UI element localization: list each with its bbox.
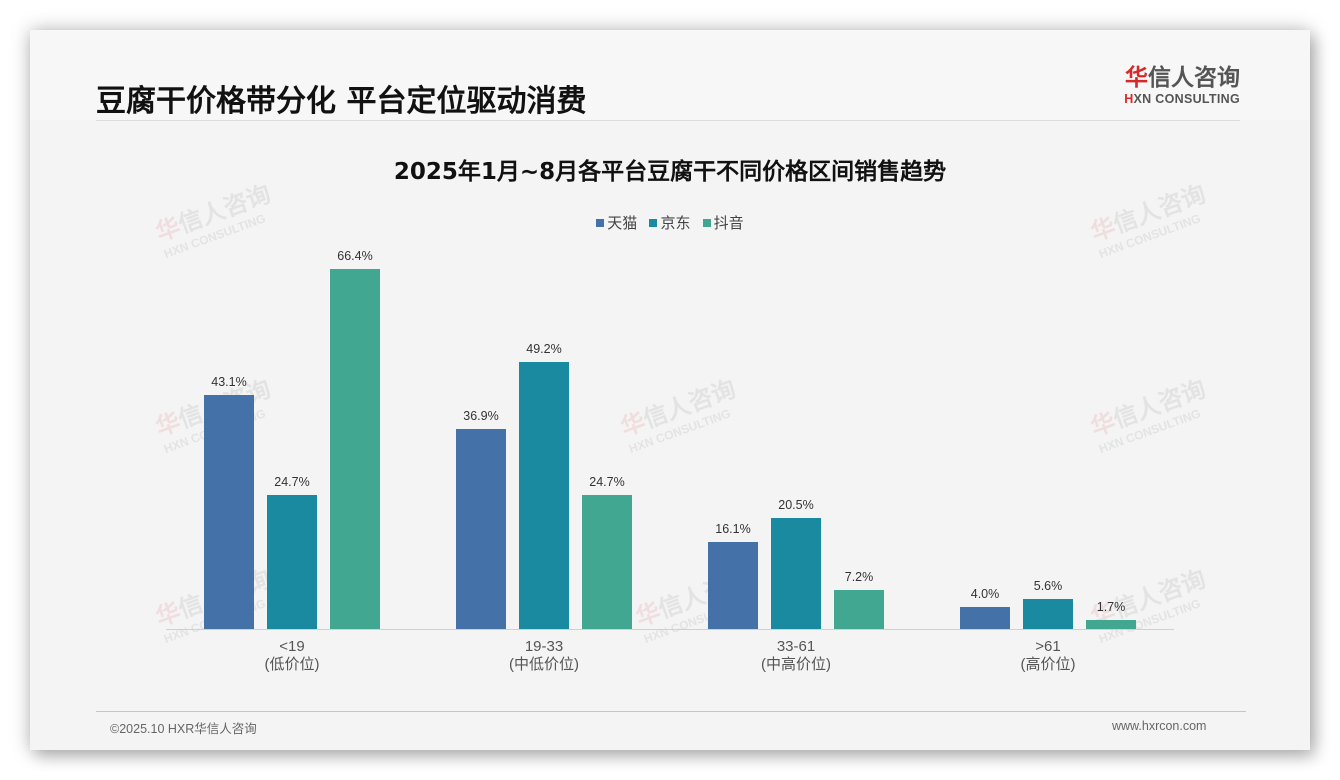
- bar-value-label: 43.1%: [211, 375, 247, 389]
- bar-value-label: 20.5%: [778, 498, 814, 512]
- bar-douyin-0: [330, 269, 380, 629]
- legend-swatch-icon: [649, 218, 658, 227]
- legend-item-tmall: 天猫: [596, 212, 637, 233]
- logo-english: HXN CONSULTING: [1124, 92, 1240, 106]
- category-range: >61: [1035, 638, 1061, 655]
- brand-logo: 华信人咨询 HXN CONSULTING: [1110, 64, 1240, 106]
- category-range: 33-61: [776, 638, 816, 655]
- bar-jd-2: [771, 518, 821, 629]
- bar-value-label: 4.0%: [970, 587, 1000, 601]
- category-tier: (低价位): [264, 656, 320, 673]
- bar-douyin-3: [1086, 620, 1136, 629]
- bar-chart-plot: 43.1% 36.9% 16.1% 4.0% 24.7% 49.2% 20.5% 5.6% 66…: [30, 30, 1310, 750]
- bar-value-label: 5.6%: [1033, 579, 1063, 593]
- chart-title: 2025年1月~8月各平台豆腐干不同价格区间销售趋势: [393, 159, 947, 185]
- bar-tmall-3: [960, 607, 1010, 629]
- legend-swatch-icon: [702, 218, 711, 227]
- bar-douyin-1: [582, 495, 632, 629]
- header-band: [30, 30, 1310, 120]
- bar-tmall-0: [204, 395, 254, 629]
- bar-value-label: 24.7%: [589, 475, 625, 489]
- x-axis-category-label: >61 (高价位): [948, 638, 1148, 674]
- bar-jd-0: [267, 495, 317, 629]
- bar-value-label: 16.1%: [715, 522, 751, 536]
- bar-douyin-2: [834, 590, 884, 629]
- category-range: <19: [279, 638, 305, 655]
- footer-divider: [96, 711, 1246, 712]
- header-divider: [96, 120, 1240, 121]
- x-axis-category-label: 33-61 (中高价位): [696, 638, 896, 674]
- category-tier: (中高价位): [761, 656, 831, 673]
- category-range: 19-33: [524, 638, 564, 655]
- x-axis-line: [166, 629, 1174, 630]
- bar-value-label: 24.7%: [274, 475, 310, 489]
- footer-website: www.hxrcon.com: [1112, 719, 1207, 733]
- legend-item-douyin: 抖音: [702, 212, 744, 233]
- category-tier: (高价位): [1020, 656, 1076, 673]
- bar-value-label: 1.7%: [1096, 600, 1126, 614]
- logo-chinese: 华信人咨询: [1125, 65, 1240, 91]
- legend-item-jd: 京东: [649, 212, 691, 233]
- bar-jd-1: [519, 362, 569, 629]
- x-axis-category-label: <19 (低价位): [192, 638, 392, 674]
- bar-value-label: 49.2%: [526, 342, 562, 356]
- bar-value-label: 36.9%: [463, 409, 499, 423]
- page-title: 豆腐干价格带分化 平台定位驱动消费: [96, 84, 587, 119]
- chart-legend: 天猫 京东 抖音: [30, 212, 1310, 233]
- footer-copyright: ©2025.10 HXR华信人咨询: [110, 722, 257, 736]
- category-tier: (中低价位): [509, 656, 579, 673]
- bar-tmall-2: [708, 542, 758, 629]
- legend-swatch-icon: [596, 218, 605, 227]
- slide: 豆腐干价格带分化 平台定位驱动消费 华信人咨询 HXN CONSULTING 华…: [30, 30, 1310, 750]
- bar-tmall-1: [456, 429, 506, 629]
- bar-value-label: 66.4%: [337, 249, 373, 263]
- x-axis-category-label: 19-33 (中低价位): [444, 638, 644, 674]
- bar-jd-3: [1023, 599, 1073, 629]
- bar-value-label: 7.2%: [844, 570, 874, 584]
